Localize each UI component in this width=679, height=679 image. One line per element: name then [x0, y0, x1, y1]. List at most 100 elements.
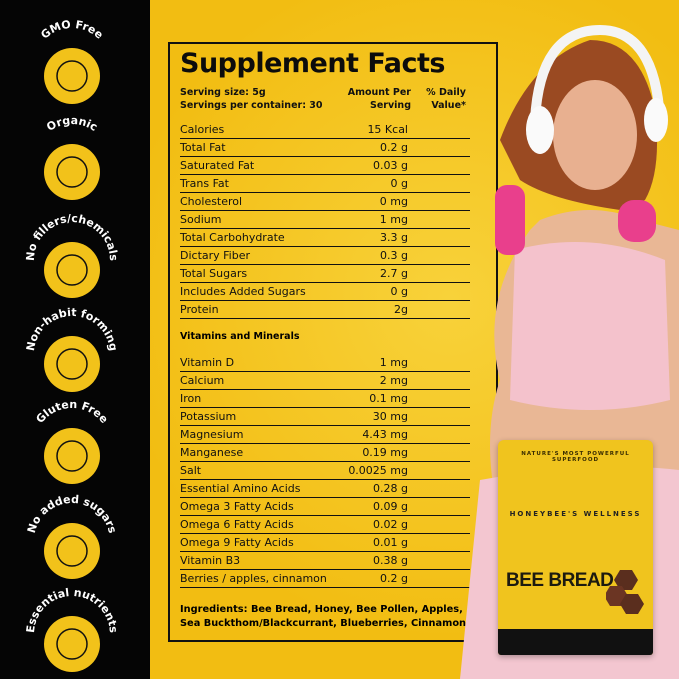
badge-label: Gluten Free	[33, 398, 110, 426]
nutrient-amount: 0.02 g	[373, 518, 408, 531]
nutrient-name: Protein	[180, 303, 219, 316]
nutrient-name: Saturated Fat	[180, 159, 255, 172]
serving-info: Serving size: 5g Servings per container: …	[180, 86, 323, 112]
badge-label: Organic	[44, 114, 99, 134]
nutrient-name: Vitamin B3	[180, 554, 241, 567]
bag-product-name: BEE BREAD	[506, 570, 614, 591]
nutrient-row: Vitamin B3 0.38 g	[180, 552, 470, 570]
lifestyle-icon	[44, 336, 100, 392]
headphone-left	[526, 106, 554, 154]
nutrient-amount: 2g	[394, 303, 408, 316]
bag-brand: HONEYBEE'S WELLNESS	[509, 510, 642, 518]
amount-header-line1: Amount Per	[347, 87, 411, 98]
nutrient-row: Dictary Fiber 0.3 g	[180, 247, 470, 265]
nutrient-amount: 0 g	[390, 285, 408, 298]
nutrient-amount: 0.03 g	[373, 159, 408, 172]
ingredients: Ingredients: Bee Bread, Honey, Bee Polle…	[180, 604, 470, 629]
nutrient-amount: 4.43 mg	[362, 428, 408, 441]
nutrient-amount: 0.19 mg	[362, 446, 408, 459]
nutrient-amount: 0.2 g	[380, 572, 408, 585]
badge-0: GMO Free	[22, 14, 122, 110]
nutrient-row: Sodium 1 mg	[180, 211, 470, 229]
badge-1: Organic	[22, 110, 122, 206]
nutrient-name: Potassium	[180, 410, 237, 423]
nutrient-row: Manganese 0.19 mg	[180, 444, 470, 462]
nutrient-name: Vitamin D	[180, 356, 235, 369]
nutrient-row: Iron 0.1 mg	[180, 390, 470, 408]
badge-label: GMO Free	[38, 18, 105, 42]
nutrient-amount: 0.3 g	[380, 249, 408, 262]
nutrient-amount: 30 mg	[372, 410, 408, 423]
nutrient-row: Total Sugars 2.7 g	[180, 265, 470, 283]
nutrient-row: Includes Added Sugars 0 g	[180, 283, 470, 301]
badge-6: Essential nutrients	[22, 582, 122, 678]
nutrient-row: Total Fat 0.2 g	[180, 139, 470, 157]
badge-4: Gluten Free	[22, 394, 122, 490]
nutrient-row: Cholesterol 0 mg	[180, 193, 470, 211]
flask-plant-icon	[44, 48, 100, 104]
pink-top	[510, 242, 670, 410]
nutrient-amount: 0 mg	[379, 195, 408, 208]
face	[553, 80, 637, 190]
nutrient-amount: 1 mg	[379, 213, 408, 226]
nutrient-amount: 0.09 g	[373, 500, 408, 513]
nutrient-row: Vitamin D 1 mg	[180, 354, 470, 372]
dv-header-line1: % Daily	[426, 87, 466, 98]
nutrient-row: Salt 0.0025 mg	[180, 462, 470, 480]
nutrient-amount: 0 g	[390, 177, 408, 190]
nutrient-amount: 2.7 g	[380, 267, 408, 280]
nutrient-amount: 0.0025 mg	[348, 464, 408, 477]
leaf-icon	[44, 144, 100, 200]
nutrient-row: Saturated Fat 0.03 g	[180, 157, 470, 175]
nutrient-name: Berries / apples, cinnamon	[180, 572, 327, 585]
badge-3: Non-habit forming	[22, 302, 122, 398]
nutrient-amount: 2 mg	[379, 374, 408, 387]
nutrient-row: Protein 2g	[180, 301, 470, 319]
nutrient-name: Calcium	[180, 374, 225, 387]
nutrient-row: Omega 9 Fatty Acids 0.01 g	[180, 534, 470, 552]
dv-header-line2: Value*	[431, 100, 466, 111]
nutrient-row: Omega 3 Fatty Acids 0.09 g	[180, 498, 470, 516]
bag-bottom	[498, 629, 653, 655]
nutrient-name: Calories	[180, 123, 225, 136]
nutrient-amount: 0.01 g	[373, 536, 408, 549]
nutrient-name: Cholesterol	[180, 195, 243, 208]
headphone-right	[644, 98, 668, 142]
nutrient-amount: 1 mg	[379, 356, 408, 369]
servings-per-container: Servings per container: 30	[180, 100, 323, 111]
amount-header-line2: Serving	[370, 100, 411, 111]
bee-bread-pieces-icon	[606, 570, 644, 614]
nutrient-name: Omega 3 Fatty Acids	[180, 500, 294, 513]
nutrient-amount: 0.2 g	[380, 141, 408, 154]
nutrient-name: Dictary Fiber	[180, 249, 251, 262]
dumbbell-right	[618, 200, 656, 242]
serving-size: Serving size: 5g	[180, 87, 266, 98]
nutrient-name: Total Sugars	[180, 267, 248, 280]
nutrient-name: Omega 6 Fatty Acids	[180, 518, 294, 531]
nutrient-name: Iron	[180, 392, 202, 405]
nutrient-amount: 0.38 g	[373, 554, 408, 567]
nutrient-name: Sodium	[180, 213, 222, 226]
daily-value-header: % Daily Value*	[418, 86, 466, 112]
dumbbell-left	[495, 185, 525, 255]
badge-2: No fillers/chemicals	[22, 208, 122, 304]
nutrient-amount: 0.28 g	[373, 482, 408, 495]
nutrient-name: Total Carbohydrate	[180, 231, 285, 244]
nutrient-row: Essential Amino Acids 0.28 g	[180, 480, 470, 498]
nutrient-name: Magnesium	[180, 428, 244, 441]
nutrient-name: Trans Fat	[180, 177, 229, 190]
badge-5: No added sugars	[22, 489, 122, 585]
nutrient-row: Calcium 2 mg	[180, 372, 470, 390]
nutrient-row: Total Carbohydrate 3.3 g	[180, 229, 470, 247]
facts-title: Supplement Facts	[180, 48, 445, 79]
nutrient-row: Omega 6 Fatty Acids 0.02 g	[180, 516, 470, 534]
nutrient-row: Magnesium 4.43 mg	[180, 426, 470, 444]
nutrient-amount: 3.3 g	[380, 231, 408, 244]
nutrient-name: Omega 9 Fatty Acids	[180, 536, 294, 549]
nutrient-row: Berries / apples, cinnamon 0.2 g	[180, 570, 470, 588]
no-sugar-icon	[44, 523, 100, 579]
apple-nutrients-icon	[44, 616, 100, 672]
nutrient-name: Total Fat	[180, 141, 226, 154]
vitamins-header: Vitamins and Minerals	[180, 331, 300, 342]
dropper-icon	[44, 242, 100, 298]
